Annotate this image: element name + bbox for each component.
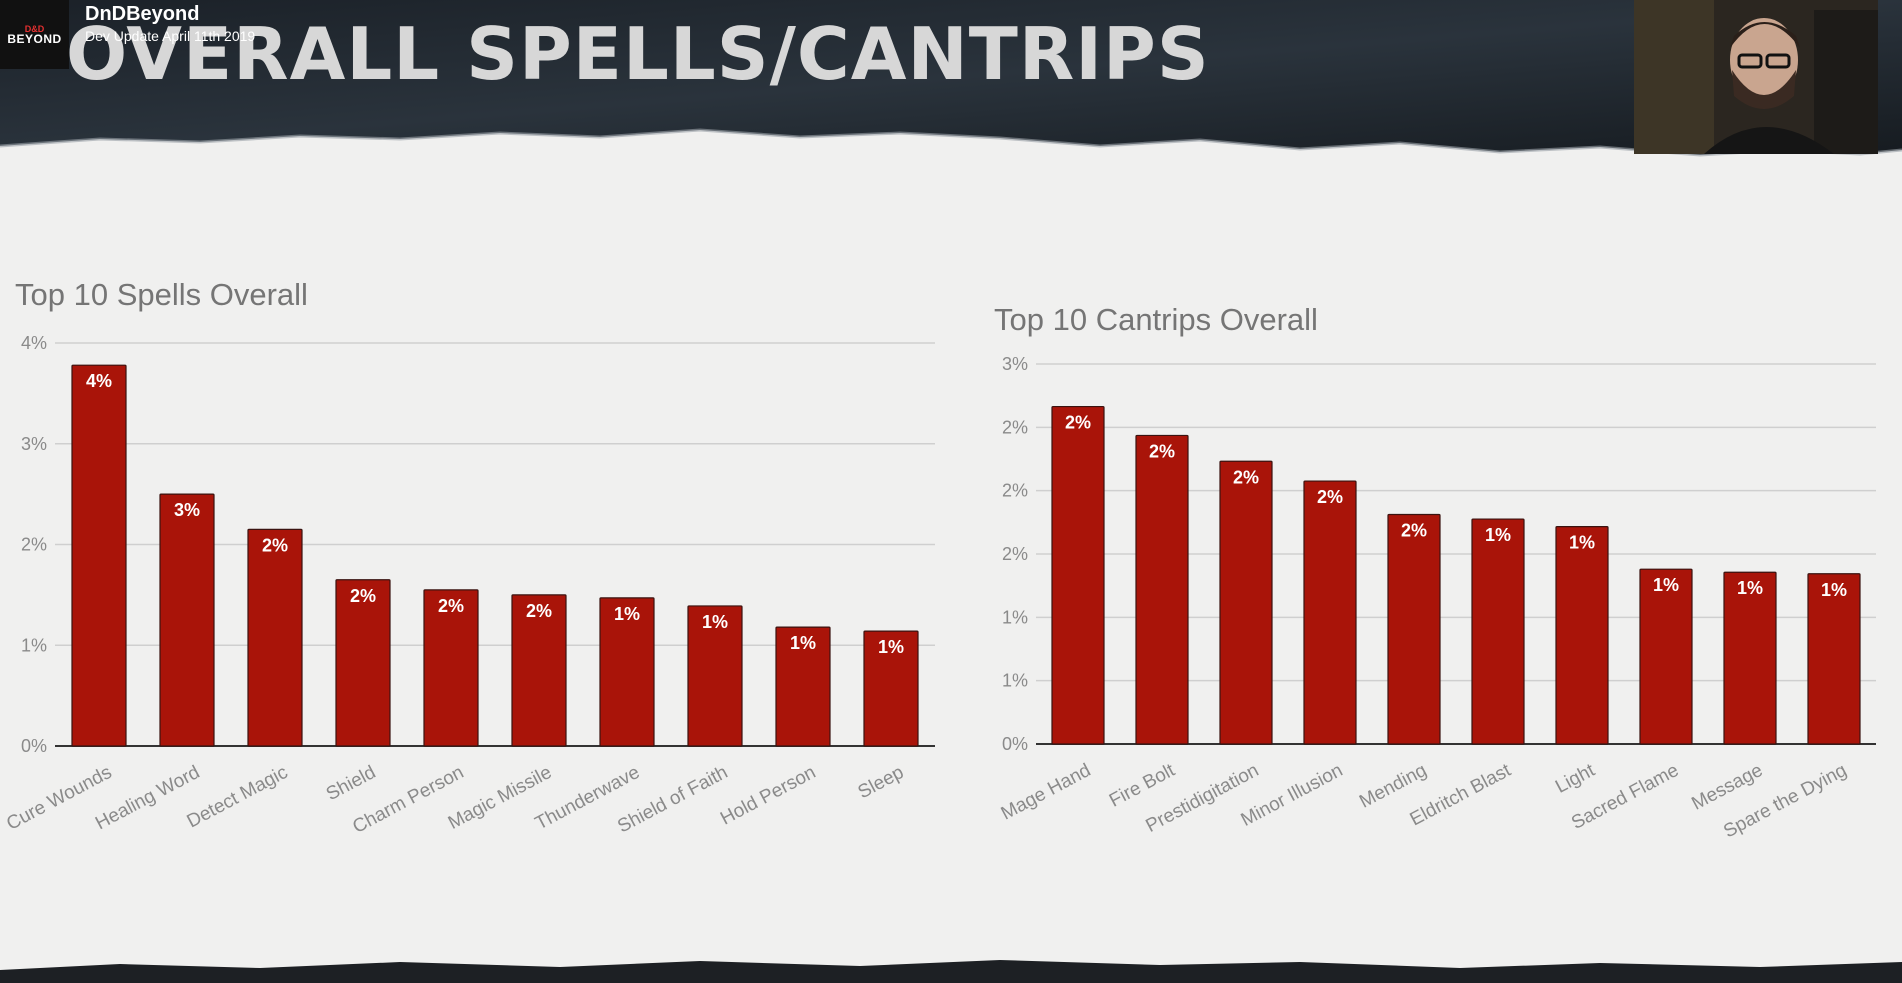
spells-bar <box>335 579 391 747</box>
footer-border <box>0 960 1902 983</box>
webcam-video <box>1634 0 1878 154</box>
y-tick-label: 2% <box>21 535 47 555</box>
spells-bar <box>599 597 655 747</box>
cantrips-bar <box>1723 571 1777 745</box>
data-label: 3% <box>174 500 200 520</box>
spells-bar <box>71 364 127 747</box>
data-label: 1% <box>1569 533 1595 553</box>
spells-bar <box>511 594 567 747</box>
logo-beyond-text: BEYOND <box>7 32 62 46</box>
x-tick-label: Mage Hand <box>998 760 1095 825</box>
y-tick-label: 1% <box>1002 671 1028 691</box>
x-tick-label: Shield <box>323 762 380 805</box>
y-tick-label: 0% <box>21 736 47 756</box>
data-label: 1% <box>790 633 816 653</box>
cantrips-bar <box>1555 526 1609 745</box>
data-label: 1% <box>614 604 640 624</box>
cantrips-bar <box>1807 573 1861 745</box>
data-label: 2% <box>1233 467 1259 487</box>
data-label: 1% <box>702 612 728 632</box>
y-tick-label: 3% <box>1002 354 1028 374</box>
channel-name: DnDBeyond <box>85 3 200 25</box>
data-label: 2% <box>1401 520 1427 540</box>
video-subtitle: Dev Update April 11th 2019 <box>85 28 256 44</box>
x-tick-label: Hold Person <box>717 762 819 830</box>
logo-dnd-text: D&D <box>24 24 45 34</box>
spells-bar <box>775 626 831 747</box>
spells-bar <box>687 605 743 747</box>
y-tick-label: 2% <box>1002 481 1028 501</box>
y-tick-label: 1% <box>1002 607 1028 627</box>
cantrips-bar <box>1303 480 1357 745</box>
y-tick-label: 3% <box>21 434 47 454</box>
data-label: 1% <box>1485 525 1511 545</box>
chart-title-cantrips: Top 10 Cantrips Overall <box>994 302 1318 337</box>
x-tick-label: Sleep <box>855 762 908 803</box>
data-label: 2% <box>350 586 376 606</box>
x-tick-label: Light <box>1552 760 1599 798</box>
data-label: 2% <box>438 596 464 616</box>
dndbeyond-logo: D&D BEYOND <box>0 0 69 69</box>
slide-title: OVERALL SPELLS/CANTRIPS <box>66 12 1210 96</box>
data-label: 2% <box>1065 413 1091 433</box>
spells-bar <box>247 528 303 747</box>
y-tick-label: 4% <box>21 333 47 353</box>
spells-bar <box>863 630 919 747</box>
data-label: 2% <box>1149 441 1175 461</box>
data-label: 1% <box>878 637 904 657</box>
data-label: 4% <box>86 371 112 391</box>
x-tick-label: Detect Magic <box>184 762 292 833</box>
cantrips-bar <box>1219 460 1273 745</box>
data-label: 2% <box>262 535 288 555</box>
cantrips-bar <box>1639 568 1693 745</box>
cantrips-bar <box>1051 405 1105 745</box>
data-label: 1% <box>1737 578 1763 598</box>
y-tick-label: 2% <box>1002 544 1028 564</box>
webcam-image <box>1634 0 1878 154</box>
y-tick-label: 2% <box>1002 417 1028 437</box>
cantrips-bar <box>1135 434 1189 745</box>
data-label: 2% <box>526 601 552 621</box>
spells-bar <box>159 493 215 747</box>
y-tick-label: 0% <box>1002 734 1028 754</box>
y-tick-label: 1% <box>21 635 47 655</box>
cantrips-bar <box>1471 518 1525 745</box>
data-label: 1% <box>1821 580 1847 600</box>
cantrips-bar <box>1387 513 1441 745</box>
chart-title-spells: Top 10 Spells Overall <box>15 277 308 312</box>
data-label: 2% <box>1317 487 1343 507</box>
data-label: 1% <box>1653 575 1679 595</box>
spells-bar <box>423 589 479 747</box>
